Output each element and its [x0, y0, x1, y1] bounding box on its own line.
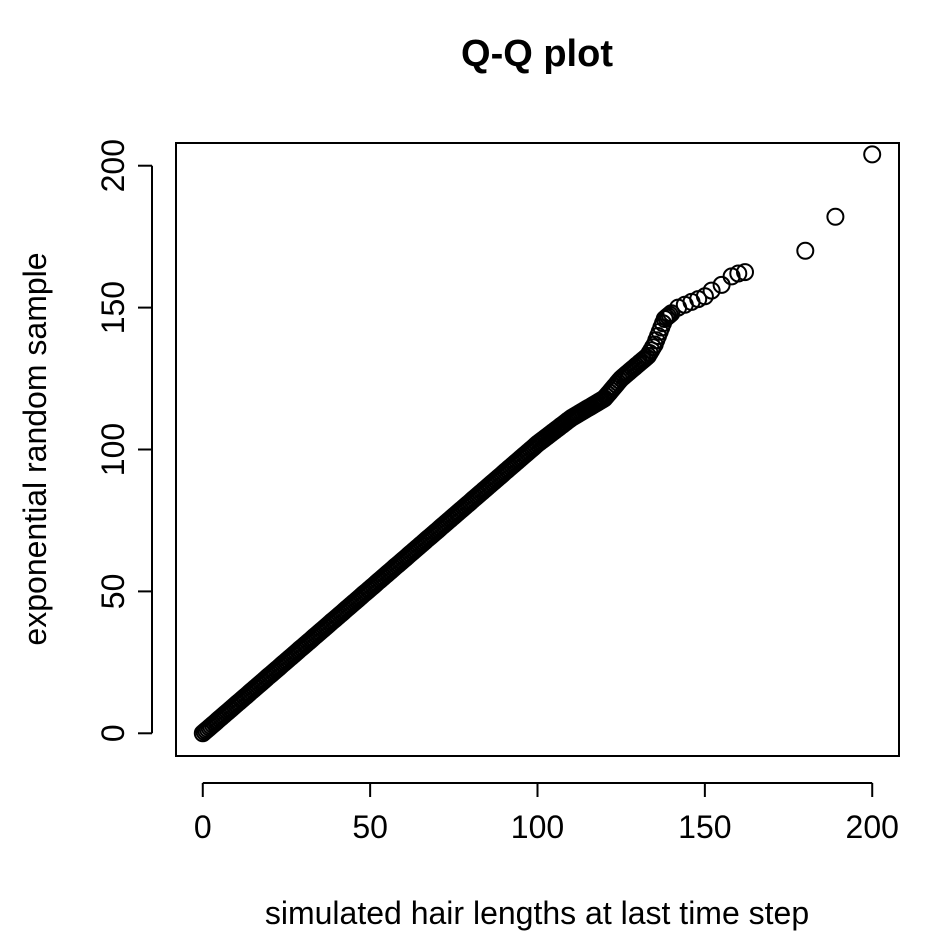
x-axis-label: simulated hair lengths at last time step [265, 895, 809, 931]
data-point [729, 264, 748, 283]
data-point [657, 308, 676, 327]
y-axis-label: exponential random sample [17, 252, 53, 645]
y-tick-label: 150 [95, 281, 131, 334]
x-tick-label: 100 [511, 809, 564, 845]
x-axis: 0 50 100 150 200 [194, 782, 899, 845]
x-tick-label: 150 [678, 809, 731, 845]
data-point [863, 145, 882, 164]
data-point [702, 281, 721, 300]
y-axis: 0 50 100 150 200 [95, 139, 153, 742]
y-tick-label: 50 [95, 574, 131, 610]
chart-title: Q-Q plot [461, 33, 613, 75]
y-tick-label: 100 [95, 423, 131, 476]
data-point [826, 207, 845, 226]
x-tick-label: 0 [194, 809, 212, 845]
x-tick-label: 50 [352, 809, 388, 845]
data-point [736, 263, 754, 282]
x-tick-label: 200 [846, 809, 899, 845]
y-tick-label: 0 [95, 724, 131, 742]
plot-area-box [175, 142, 900, 757]
data-points-layer [193, 145, 882, 743]
y-tick-label: 200 [95, 139, 131, 192]
data-point [796, 241, 815, 260]
